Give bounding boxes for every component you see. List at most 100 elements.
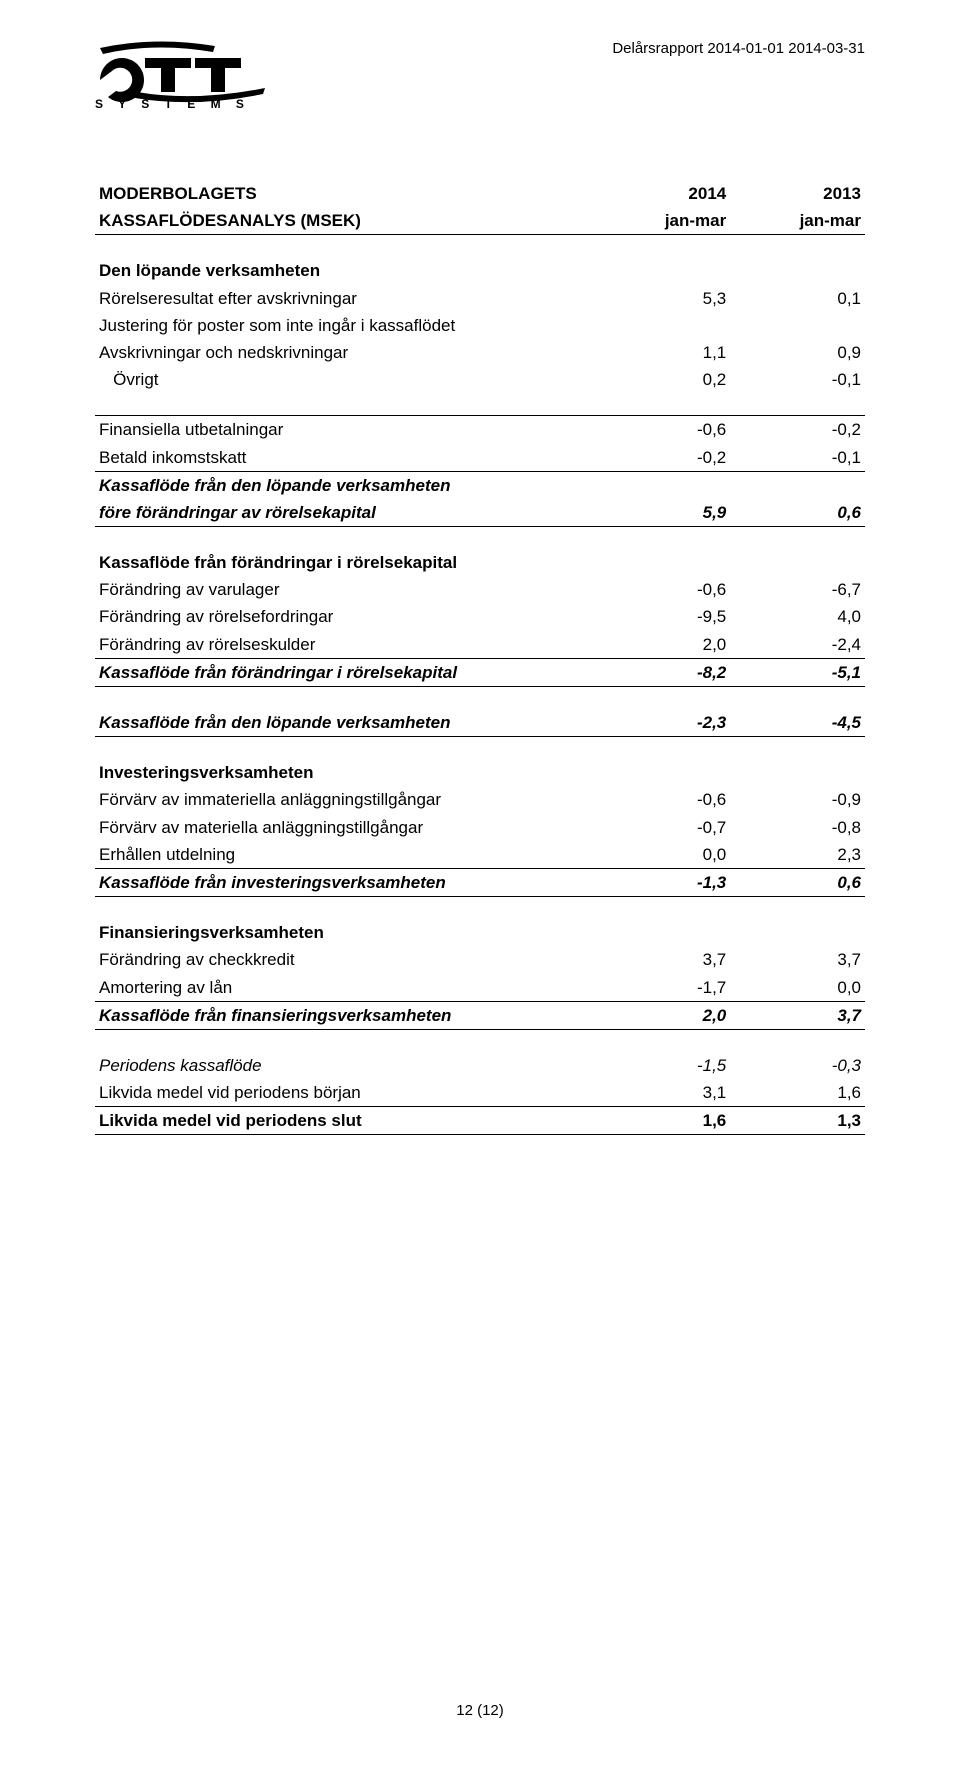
table-row: Förvärv av immateriella anläggningstillg… — [95, 786, 865, 813]
row-value: jan-mar — [730, 207, 865, 235]
row-label: Investeringsverksamheten — [95, 759, 596, 786]
row-value — [596, 1135, 731, 1158]
table-row: Erhållen utdelning0,02,3 — [95, 841, 865, 869]
row-value — [596, 687, 731, 710]
row-value — [730, 527, 865, 550]
row-label — [95, 235, 596, 258]
row-label — [95, 1029, 596, 1052]
table-row — [95, 687, 865, 710]
table-row: Amortering av lån-1,70,0 — [95, 974, 865, 1002]
row-value: 0,0 — [596, 841, 731, 869]
table-row: Finansiella utbetalningar-0,6-0,2 — [95, 416, 865, 444]
row-value: jan-mar — [596, 207, 731, 235]
row-label: Kassaflöde från den löpande verksamheten — [95, 471, 596, 499]
row-value — [596, 471, 731, 499]
row-label: KASSAFLÖDESANALYS (MSEK) — [95, 207, 596, 235]
row-value: -0,2 — [596, 444, 731, 472]
row-label: Förvärv av materiella anläggningstillgån… — [95, 814, 596, 841]
row-label: Förändring av rörelseskulder — [95, 631, 596, 659]
row-value: -2,4 — [730, 631, 865, 659]
row-value: 1,3 — [730, 1107, 865, 1135]
row-value: 0,9 — [730, 339, 865, 366]
row-value: -0,6 — [596, 576, 731, 603]
row-label: Finansiella utbetalningar — [95, 416, 596, 444]
section-heading: Finansieringsverksamheten — [95, 919, 865, 946]
table-row — [95, 393, 865, 416]
row-label — [95, 1135, 596, 1158]
row-value — [596, 549, 731, 576]
row-value — [596, 235, 731, 258]
row-label: Justering för poster som inte ingår i ka… — [95, 312, 596, 339]
row-label — [95, 737, 596, 760]
row-value — [730, 759, 865, 786]
row-value: -8,2 — [596, 658, 731, 686]
row-value — [730, 1029, 865, 1052]
row-value — [730, 737, 865, 760]
row-label: Förändring av checkkredit — [95, 946, 596, 973]
row-value — [596, 312, 731, 339]
row-value: -4,5 — [730, 709, 865, 737]
table-row: före förändringar av rörelsekapital5,90,… — [95, 499, 865, 527]
table-row: Kassaflöde från finansieringsverksamhete… — [95, 1001, 865, 1029]
row-value — [730, 312, 865, 339]
row-value — [730, 393, 865, 416]
row-value: 4,0 — [730, 603, 865, 630]
row-label — [95, 897, 596, 920]
row-value: -0,7 — [596, 814, 731, 841]
row-label — [95, 687, 596, 710]
row-value: 3,7 — [730, 1001, 865, 1029]
row-label — [95, 393, 596, 416]
row-value: 2,3 — [730, 841, 865, 869]
row-value: -1,5 — [596, 1052, 731, 1079]
row-label: Betald inkomstskatt — [95, 444, 596, 472]
row-value: 3,7 — [596, 946, 731, 973]
table-row — [95, 737, 865, 760]
row-value: 0,0 — [730, 974, 865, 1002]
section-heading: Investeringsverksamheten — [95, 759, 865, 786]
row-label: Finansieringsverksamheten — [95, 919, 596, 946]
row-value — [596, 527, 731, 550]
table-row: Likvida medel vid periodens slut1,61,3 — [95, 1107, 865, 1135]
row-value: 2,0 — [596, 1001, 731, 1029]
row-label: Övrigt — [95, 366, 596, 393]
row-value — [730, 897, 865, 920]
table-row: Rörelseresultat efter avskrivningar5,30,… — [95, 285, 865, 312]
row-value: 0,1 — [730, 285, 865, 312]
row-value — [596, 257, 731, 284]
row-value: 3,7 — [730, 946, 865, 973]
company-logo: S Y S T E M S — [95, 40, 275, 110]
table-row: Kassaflöde från den löpande verksamheten — [95, 471, 865, 499]
row-label — [95, 527, 596, 550]
row-value — [596, 897, 731, 920]
row-value: -1,3 — [596, 868, 731, 896]
row-value: -0,1 — [730, 444, 865, 472]
row-value — [730, 1135, 865, 1158]
row-value: 5,3 — [596, 285, 731, 312]
row-value: -0,3 — [730, 1052, 865, 1079]
row-value — [730, 919, 865, 946]
row-value: -9,5 — [596, 603, 731, 630]
row-label: Kassaflöde från förändringar i rörelseka… — [95, 549, 596, 576]
row-value: 1,6 — [596, 1107, 731, 1135]
row-label: Förändring av varulager — [95, 576, 596, 603]
row-value — [730, 549, 865, 576]
table-row — [95, 235, 865, 258]
row-value — [596, 759, 731, 786]
row-value: -0,8 — [730, 814, 865, 841]
row-value: -0,6 — [596, 786, 731, 813]
table-row: Kassaflöde från den löpande verksamheten… — [95, 709, 865, 737]
row-label: Kassaflöde från finansieringsverksamhete… — [95, 1001, 596, 1029]
row-label: Kassaflöde från investeringsverksamheten — [95, 868, 596, 896]
table-row: Kassaflöde från investeringsverksamheten… — [95, 868, 865, 896]
table-row: Likvida medel vid periodens början3,11,6 — [95, 1079, 865, 1107]
row-value: -2,3 — [596, 709, 731, 737]
title-row: KASSAFLÖDESANALYS (MSEK)jan-marjan-mar — [95, 207, 865, 235]
table-row: Kassaflöde från förändringar i rörelseka… — [95, 658, 865, 686]
row-value — [730, 471, 865, 499]
section-heading: Kassaflöde från förändringar i rörelseka… — [95, 549, 865, 576]
page: S Y S T E M S Delårsrapport 2014-01-01 2… — [0, 0, 960, 1769]
row-value: 5,9 — [596, 499, 731, 527]
row-value — [730, 235, 865, 258]
row-value: -0,1 — [730, 366, 865, 393]
table-row: Avskrivningar och nedskrivningar1,10,9 — [95, 339, 865, 366]
